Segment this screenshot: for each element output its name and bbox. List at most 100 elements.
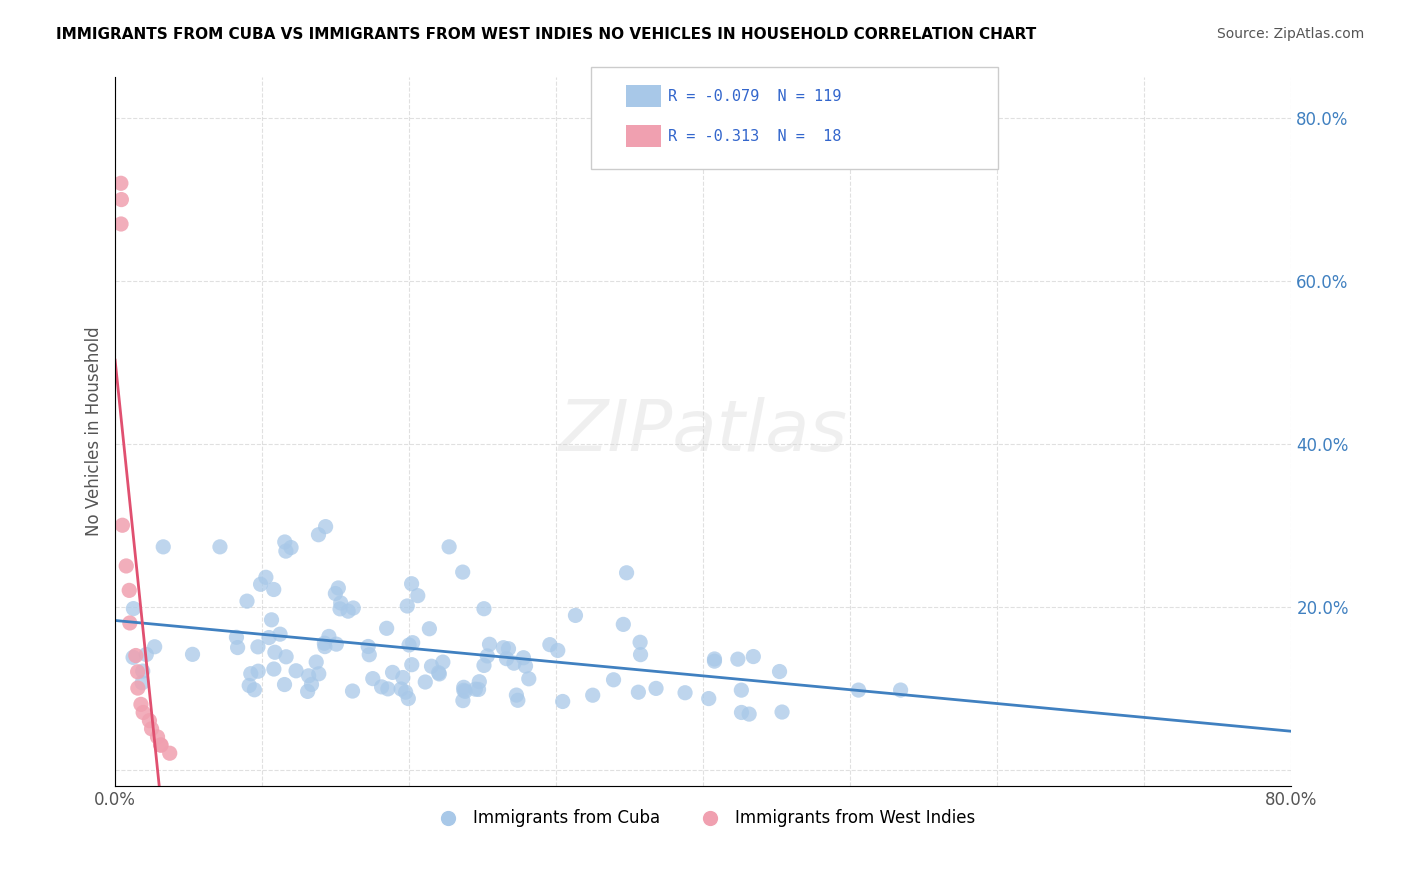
Point	[246, 640, 269, 654]
Point	[122, 650, 145, 665]
Point	[308, 666, 330, 681]
Point	[645, 681, 668, 696]
Point	[547, 643, 569, 657]
Point	[260, 613, 283, 627]
Point	[453, 681, 475, 695]
Text: Source: ZipAtlas.com: Source: ZipAtlas.com	[1216, 27, 1364, 41]
Point	[468, 674, 491, 689]
Point	[225, 630, 247, 644]
Point	[141, 722, 163, 736]
Point	[247, 664, 270, 678]
Point	[630, 648, 652, 662]
Point	[730, 706, 752, 720]
Text: R = -0.313  N =  18: R = -0.313 N = 18	[668, 129, 841, 144]
Point	[427, 667, 450, 681]
Point	[127, 681, 149, 695]
Point	[181, 648, 204, 662]
Text: R = -0.079  N = 119: R = -0.079 N = 119	[668, 89, 841, 103]
Point	[297, 684, 319, 698]
Point	[420, 659, 443, 673]
Point	[768, 665, 790, 679]
Point	[498, 641, 520, 656]
Point	[432, 655, 454, 669]
Point	[238, 678, 260, 692]
Point	[505, 688, 527, 702]
Point	[359, 648, 381, 662]
Point	[125, 648, 148, 663]
Point	[305, 655, 328, 669]
Point	[110, 193, 132, 207]
Point	[437, 540, 460, 554]
Point	[890, 683, 912, 698]
Point	[274, 535, 297, 549]
Point	[138, 714, 160, 728]
Point	[454, 684, 477, 698]
Y-axis label: No Vehicles in Household: No Vehicles in Household	[86, 326, 103, 536]
Point	[159, 746, 181, 760]
Point	[315, 519, 337, 533]
Point	[503, 656, 526, 670]
Point	[274, 649, 297, 664]
Point	[401, 657, 423, 672]
Point	[308, 527, 330, 541]
Point	[395, 685, 418, 699]
Point	[742, 649, 765, 664]
Point	[398, 638, 420, 652]
Point	[478, 637, 501, 651]
Point	[135, 648, 157, 662]
Point	[467, 682, 489, 697]
Point	[396, 691, 419, 706]
Point	[239, 666, 262, 681]
Point	[389, 681, 412, 696]
Point	[564, 608, 586, 623]
Point	[143, 640, 166, 654]
Point	[111, 518, 134, 533]
Point	[602, 673, 624, 687]
Point	[375, 621, 398, 635]
Point	[464, 682, 486, 697]
Point	[314, 636, 336, 650]
Point	[118, 615, 141, 630]
Point	[129, 698, 152, 712]
Point	[396, 599, 419, 613]
Point	[453, 683, 475, 698]
Point	[361, 672, 384, 686]
Point	[627, 685, 650, 699]
Point	[848, 683, 870, 698]
Point	[150, 738, 173, 752]
Point	[472, 601, 495, 615]
Point	[451, 565, 474, 579]
Point	[146, 730, 169, 744]
Point	[703, 654, 725, 668]
Point	[515, 659, 537, 673]
Point	[492, 640, 515, 655]
Legend: Immigrants from Cuba, Immigrants from West Indies: Immigrants from Cuba, Immigrants from We…	[425, 803, 981, 834]
Point	[325, 586, 347, 600]
Point	[551, 694, 574, 708]
Point	[254, 570, 277, 584]
Point	[273, 677, 295, 691]
Point	[392, 671, 415, 685]
Point	[249, 577, 271, 591]
Point	[226, 640, 249, 655]
Point	[357, 640, 380, 654]
Point	[377, 681, 399, 696]
Point	[381, 665, 404, 680]
Point	[325, 637, 347, 651]
Point	[110, 217, 132, 231]
Point	[208, 540, 231, 554]
Point	[512, 650, 534, 665]
Point	[236, 594, 259, 608]
Point	[298, 669, 321, 683]
Point	[152, 540, 174, 554]
Point	[269, 627, 291, 641]
Point	[274, 544, 297, 558]
Point	[329, 602, 352, 616]
Point	[697, 691, 720, 706]
Point	[118, 583, 141, 598]
Point	[628, 635, 651, 649]
Point	[301, 677, 323, 691]
Point	[612, 617, 634, 632]
Point	[413, 675, 436, 690]
Point	[582, 688, 605, 702]
